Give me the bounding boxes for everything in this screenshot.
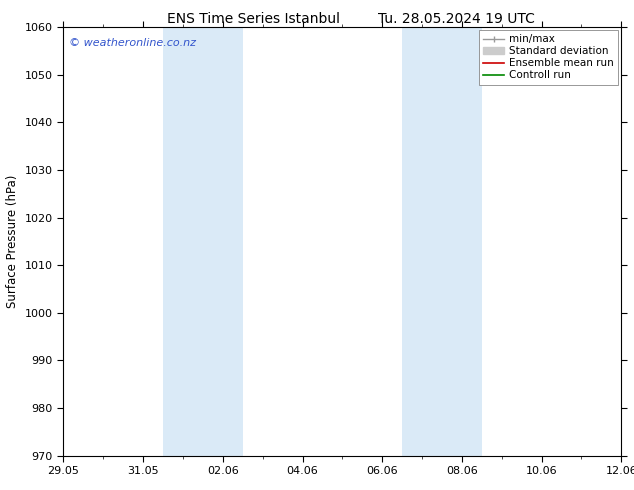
Text: © weatheronline.co.nz: © weatheronline.co.nz: [69, 38, 196, 48]
Legend: min/max, Standard deviation, Ensemble mean run, Controll run: min/max, Standard deviation, Ensemble me…: [479, 30, 618, 85]
Bar: [402, 27, 482, 456]
Bar: [163, 27, 243, 456]
Text: Tu. 28.05.2024 19 UTC: Tu. 28.05.2024 19 UTC: [378, 12, 535, 26]
Y-axis label: Surface Pressure (hPa): Surface Pressure (hPa): [6, 174, 19, 308]
Text: ENS Time Series Istanbul: ENS Time Series Istanbul: [167, 12, 340, 26]
